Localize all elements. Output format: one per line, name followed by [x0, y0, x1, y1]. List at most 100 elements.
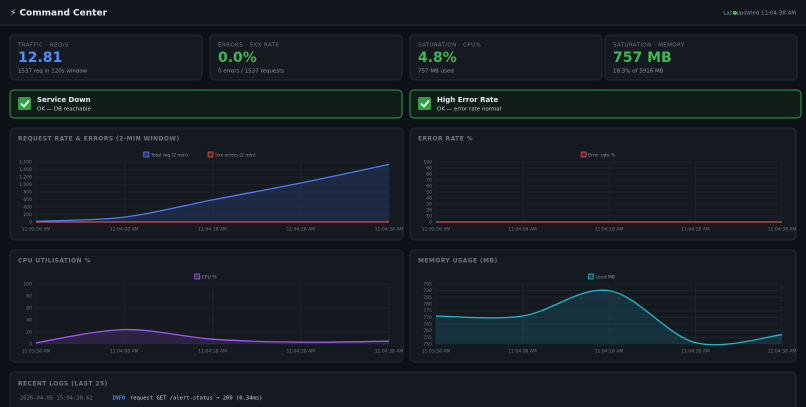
- y-tick-label: 40: [26, 318, 32, 324]
- legend-label: 5xx errors (2 min): [215, 152, 256, 158]
- y-tick-label: 0: [29, 342, 32, 348]
- card-label: SATURATION · MEMORY: [613, 43, 685, 49]
- y-tick-label: 100: [23, 282, 32, 288]
- y-tick-label: 50: [426, 190, 432, 196]
- y-tick-label: 0: [429, 220, 432, 226]
- y-tick-label: 1,200: [19, 175, 32, 181]
- x-tick-label: 11:04:38 AM: [375, 227, 404, 233]
- alert-card: [9, 89, 403, 119]
- card-value: 757 MB: [613, 50, 672, 66]
- metric-card: [409, 34, 603, 81]
- y-tick-label: 200: [23, 212, 32, 218]
- legend-label: Error rate %: [588, 152, 616, 158]
- y-tick-label: 795: [423, 282, 432, 288]
- check-mark: [420, 99, 430, 108]
- x-tick-label: 11:04:38 AM: [375, 349, 404, 355]
- status-dot: [733, 11, 737, 15]
- y-tick-label: 1,400: [19, 167, 32, 173]
- y-tick-label: 790: [423, 288, 432, 294]
- alert-status: OK — error rate normal: [437, 107, 502, 113]
- check-icon: [18, 97, 31, 110]
- legend-label: Total req (2 min): [150, 152, 188, 158]
- metric-card: [9, 34, 203, 81]
- log-time: 2026-04-05 15:04:38.62: [20, 396, 93, 402]
- check-icon: [418, 97, 431, 110]
- chart-panel: [9, 127, 404, 241]
- x-tick-label: 11:04:08 AM: [110, 227, 139, 233]
- y-tick-label: 785: [423, 295, 432, 301]
- x-tick-label: 11:04:08 AM: [110, 349, 139, 355]
- y-tick-label: 80: [26, 294, 32, 300]
- legend-swatch: [143, 151, 150, 158]
- series-line: [435, 289, 783, 346]
- y-tick-label: 40: [426, 196, 432, 202]
- x-tick-label: 11:03:58 AM: [22, 349, 51, 355]
- y-tick-label: 70: [426, 178, 432, 184]
- card-sub: 757 MB used: [418, 69, 454, 75]
- chart-panel: [9, 249, 404, 363]
- chart-title: REQUEST RATE & ERRORS (2-MIN WINDOW): [18, 136, 180, 143]
- x-tick-label: 11:04:08 AM: [508, 227, 537, 233]
- y-tick-label: 765: [423, 322, 432, 328]
- metric-card: [604, 34, 798, 81]
- logs-panel: [9, 371, 797, 407]
- legend-label: CPU %: [202, 274, 218, 280]
- x-tick-label: 11:04:28 AM: [681, 349, 710, 355]
- card-sub: 1537 req in 120s window: [18, 69, 88, 75]
- metric-card: [209, 34, 403, 81]
- alert-card: [409, 89, 802, 119]
- y-tick-label: 1,000: [19, 182, 32, 188]
- y-tick-label: 0: [29, 220, 32, 226]
- area-fill: [436, 290, 782, 345]
- y-tick-label: 1,600: [19, 160, 32, 166]
- card-value: 12.81: [18, 50, 62, 66]
- logs-title: RECENT LOGS (LAST 25): [18, 381, 108, 388]
- y-tick-label: 770: [423, 315, 432, 321]
- y-tick-label: 780: [423, 302, 432, 308]
- y-tick-label: 80: [426, 172, 432, 178]
- card-label: ERRORS · 5XX RATE: [218, 43, 279, 49]
- chart-title: CPU UTILISATION %: [18, 258, 91, 265]
- y-tick-label: 760: [423, 328, 432, 334]
- x-tick-label: 11:04:38 AM: [768, 227, 797, 233]
- chart-title: MEMORY USAGE (MB): [418, 258, 498, 265]
- alert-title: High Error Rate: [437, 96, 499, 104]
- y-tick-label: 60: [426, 184, 432, 190]
- x-tick-label: 11:04:28 AM: [286, 349, 315, 355]
- series-line: [35, 328, 390, 344]
- alert-status: OK — DB reachable: [37, 107, 91, 113]
- y-tick-label: 400: [23, 205, 32, 211]
- y-tick-label: 20: [26, 330, 32, 336]
- x-tick-label: 11:04:38 AM: [768, 349, 797, 355]
- series-line: [35, 163, 390, 222]
- y-tick-label: 755: [423, 335, 432, 341]
- y-tick-label: 60: [26, 306, 32, 312]
- y-tick-label: 800: [23, 190, 32, 196]
- x-tick-label: 11:04:08 AM: [508, 349, 537, 355]
- header-bar: [0, 0, 806, 25]
- y-tick-label: 90: [426, 166, 432, 172]
- check-mark: [20, 99, 30, 108]
- area-fill: [36, 164, 389, 222]
- legend-swatch: [194, 273, 201, 280]
- alert-title: Service Down: [37, 96, 91, 104]
- legend-label: Used MB: [595, 274, 615, 280]
- x-tick-label: 11:04:18 AM: [595, 349, 624, 355]
- y-tick-label: 30: [426, 202, 432, 208]
- x-tick-label: 11:04:18 AM: [595, 227, 624, 233]
- x-tick-label: 11:04:28 AM: [286, 227, 315, 233]
- x-tick-label: 11:03:58 AM: [22, 227, 51, 233]
- x-tick-label: 11:04:28 AM: [681, 227, 710, 233]
- area-fill: [36, 329, 389, 344]
- card-label: SATURATION · CPU%: [418, 43, 481, 49]
- x-tick-label: 11:03:58 AM: [422, 227, 451, 233]
- card-label: TRAFFIC · REQ/S: [17, 43, 69, 49]
- legend-swatch: [580, 151, 587, 158]
- x-tick-label: 11:04:18 AM: [198, 349, 227, 355]
- y-tick-label: 20: [426, 208, 432, 214]
- log-level: INFO: [112, 396, 126, 402]
- chart-panel: [409, 249, 797, 363]
- chart-panel: [409, 127, 797, 241]
- y-tick-label: 600: [23, 197, 32, 203]
